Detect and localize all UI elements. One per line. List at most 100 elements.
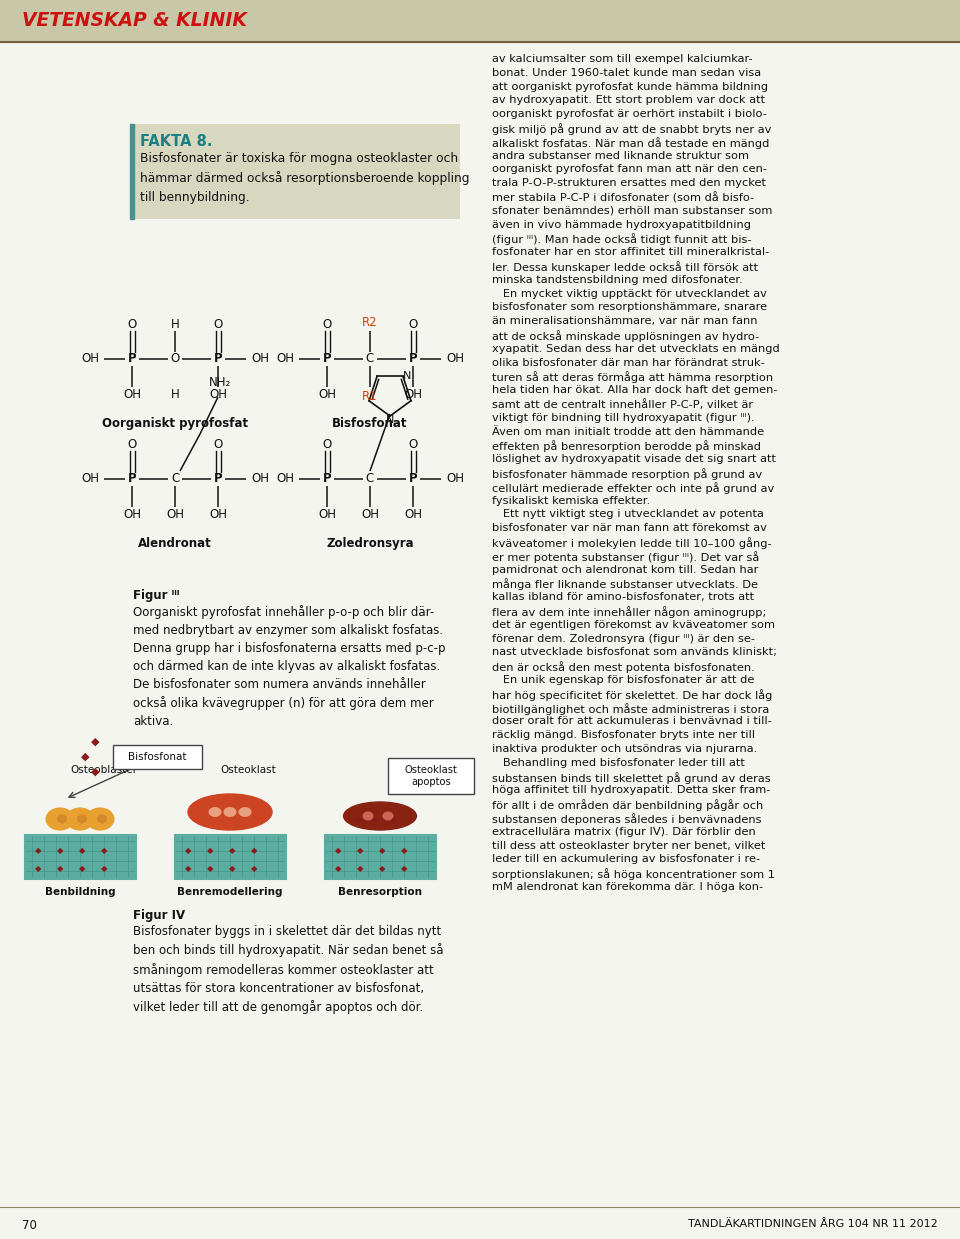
Text: FAKTA 8.: FAKTA 8. (140, 134, 212, 149)
Text: biotillgänglighet och måste administreras i stora: biotillgänglighet och måste administrera… (492, 703, 769, 715)
Text: Ett nytt viktigt steg i utvecklandet av potenta: Ett nytt viktigt steg i utvecklandet av … (492, 509, 764, 519)
Text: minska tandstensbildning med difosfonater.: minska tandstensbildning med difosfonate… (492, 275, 743, 285)
Text: Bisfosfonat: Bisfosfonat (128, 752, 186, 762)
Text: turen så att deras förmåga att hämma resorption: turen så att deras förmåga att hämma res… (492, 372, 773, 383)
Text: C: C (366, 353, 374, 366)
Text: ◆: ◆ (335, 865, 341, 873)
Text: det är egentligen förekomst av kväveatomer som: det är egentligen förekomst av kväveatom… (492, 620, 775, 629)
Text: mM alendronat kan förekomma där. I höga kon-: mM alendronat kan förekomma där. I höga … (492, 882, 763, 892)
Text: O: O (323, 317, 331, 331)
Text: än mineralisationshämmare, var när man fann: än mineralisationshämmare, var när man f… (492, 316, 757, 326)
Text: olika bisfosfonater där man har förändrat struk-: olika bisfosfonater där man har förändra… (492, 358, 765, 368)
Text: ◆: ◆ (81, 752, 89, 762)
Text: OH: OH (81, 353, 99, 366)
Text: till dess att osteoklaster bryter ner benet, vilket: till dess att osteoklaster bryter ner be… (492, 840, 765, 851)
Text: P: P (128, 353, 136, 366)
Text: Osteoklast: Osteoklast (220, 764, 276, 776)
Ellipse shape (77, 814, 87, 824)
Text: OH: OH (123, 508, 141, 522)
Ellipse shape (238, 807, 252, 817)
Bar (24, 834, 136, 878)
Text: höga affinitet till hydroxyapatit. Detta sker fram-: höga affinitet till hydroxyapatit. Detta… (492, 786, 770, 795)
Text: OH: OH (209, 389, 227, 401)
Text: H: H (171, 317, 180, 331)
Ellipse shape (344, 802, 417, 830)
Text: R1: R1 (362, 389, 378, 403)
Text: ◆: ◆ (79, 865, 85, 873)
Text: OH: OH (276, 472, 294, 486)
Text: ◆: ◆ (184, 865, 191, 873)
Text: ◆: ◆ (357, 865, 363, 873)
Text: Benresorption: Benresorption (338, 887, 422, 897)
Text: bisfosfonater var när man fann att förekomst av: bisfosfonater var när man fann att förek… (492, 523, 767, 533)
Text: flera av dem inte innehåller någon aminogrupp;: flera av dem inte innehåller någon amino… (492, 606, 766, 618)
Text: nast utvecklade bisfosfonat som används kliniskt;: nast utvecklade bisfosfonat som används … (492, 648, 777, 658)
Text: OH: OH (361, 508, 379, 522)
Text: kväveatomer i molekylen ledde till 10–100 gång-: kväveatomer i molekylen ledde till 10–10… (492, 536, 772, 549)
Text: En mycket viktig upptäckt för utvecklandet av: En mycket viktig upptäckt för utveckland… (492, 289, 767, 299)
Text: xyapatit. Sedan dess har det utvecklats en mängd: xyapatit. Sedan dess har det utvecklats … (492, 343, 780, 354)
Text: ◆: ◆ (372, 815, 379, 824)
Text: ◆: ◆ (251, 846, 257, 855)
Text: förenar dem. Zoledronsyra (figur ᴵᴵᴵ) är den se-: förenar dem. Zoledronsyra (figur ᴵᴵᴵ) är… (492, 633, 755, 643)
Ellipse shape (363, 812, 373, 820)
Ellipse shape (66, 808, 94, 830)
Text: pamidronat och alendronat kom till. Sedan har: pamidronat och alendronat kom till. Seda… (492, 565, 758, 575)
Text: OH: OH (318, 389, 336, 401)
Text: OH: OH (446, 472, 464, 486)
Text: OH: OH (209, 508, 227, 522)
Text: även in vivo hämmade hydroxyapatitbildning: även in vivo hämmade hydroxyapatitbildni… (492, 219, 751, 229)
Text: Figur IV: Figur IV (133, 909, 185, 922)
Text: av kalciumsalter som till exempel kalciumkar-: av kalciumsalter som till exempel kalciu… (492, 55, 753, 64)
Text: OH: OH (166, 508, 184, 522)
Text: En unik egenskap för bisfosfonater är att de: En unik egenskap för bisfosfonater är at… (492, 675, 755, 685)
Text: VETENSKAP & KLINIK: VETENSKAP & KLINIK (22, 11, 247, 31)
Text: R2: R2 (362, 316, 378, 330)
Text: OH: OH (251, 353, 269, 366)
Text: bisfosfonater hämmade resorption på grund av: bisfosfonater hämmade resorption på grun… (492, 468, 762, 479)
Text: OH: OH (404, 389, 422, 401)
Bar (324, 834, 436, 878)
Text: cellulärt medierade effekter och inte på grund av: cellulärt medierade effekter och inte på… (492, 482, 775, 493)
Text: ◆: ◆ (251, 865, 257, 873)
Text: O: O (323, 437, 331, 451)
Text: er mer potenta substanser (figur ᴵᴵᴵ). Det var så: er mer potenta substanser (figur ᴵᴵᴵ). D… (492, 551, 759, 563)
Text: ◆: ◆ (35, 846, 41, 855)
Text: O: O (213, 317, 223, 331)
Ellipse shape (188, 794, 272, 830)
Text: inaktiva produkter och utsöndras via njurarna.: inaktiva produkter och utsöndras via nju… (492, 743, 757, 755)
Text: Benbildning: Benbildning (45, 887, 115, 897)
Text: (figur ᴵᴵᴵ). Man hade också tidigt funnit att bis-: (figur ᴵᴵᴵ). Man hade också tidigt funni… (492, 233, 752, 245)
Text: Figur ᴵᴵᴵ: Figur ᴵᴵᴵ (133, 589, 180, 602)
Text: 70: 70 (22, 1219, 36, 1232)
Text: oorganiskt pyrofosfat är oerhört instabilt i biolo-: oorganiskt pyrofosfat är oerhört instabi… (492, 109, 767, 119)
Text: sorptionslakunen; så höga koncentrationer som 1: sorptionslakunen; så höga koncentratione… (492, 869, 775, 880)
Text: Osteoklast
apoptos: Osteoklast apoptos (404, 764, 457, 787)
Text: mer stabila P-C-P i difosfonater (som då bisfo-: mer stabila P-C-P i difosfonater (som då… (492, 192, 755, 203)
Text: ◆: ◆ (228, 865, 235, 873)
Text: ◆: ◆ (57, 846, 63, 855)
Text: gisk miljö på grund av att de snabbt bryts ner av: gisk miljö på grund av att de snabbt bry… (492, 123, 772, 135)
Text: O: O (128, 317, 136, 331)
Text: ◆: ◆ (357, 846, 363, 855)
Text: O: O (128, 437, 136, 451)
Text: Oorganiskt pyrofosfat innehåller p-o-p och blir där-
med nedbrytbart av enzymer : Oorganiskt pyrofosfat innehåller p-o-p o… (133, 605, 445, 729)
Text: ◆: ◆ (79, 846, 85, 855)
Text: samt att de centralt innehåller P-C-P, vilket är: samt att de centralt innehåller P-C-P, v… (492, 399, 754, 410)
Text: P: P (128, 472, 136, 486)
Text: O: O (170, 353, 180, 366)
Text: ◆: ◆ (101, 846, 108, 855)
Text: löslighet av hydroxyapatit visade det sig snart att: löslighet av hydroxyapatit visade det si… (492, 455, 776, 465)
Text: andra substanser med liknande struktur som: andra substanser med liknande struktur s… (492, 151, 749, 161)
Text: C: C (366, 472, 374, 486)
Text: ◆: ◆ (91, 767, 99, 777)
Text: sfonater benämndes) erhöll man substanser som: sfonater benämndes) erhöll man substanse… (492, 206, 773, 216)
Ellipse shape (86, 808, 114, 830)
Text: Osteoblaster: Osteoblaster (70, 764, 137, 776)
Text: N: N (386, 415, 395, 425)
Text: att de också minskade upplösningen av hydro-: att de också minskade upplösningen av hy… (492, 330, 759, 342)
Text: ◆: ◆ (206, 865, 213, 873)
Text: kallas ibland för amino-bisfosfonater, trots att: kallas ibland för amino-bisfosfonater, t… (492, 592, 755, 602)
Text: P: P (214, 353, 223, 366)
Bar (130, 124, 460, 219)
